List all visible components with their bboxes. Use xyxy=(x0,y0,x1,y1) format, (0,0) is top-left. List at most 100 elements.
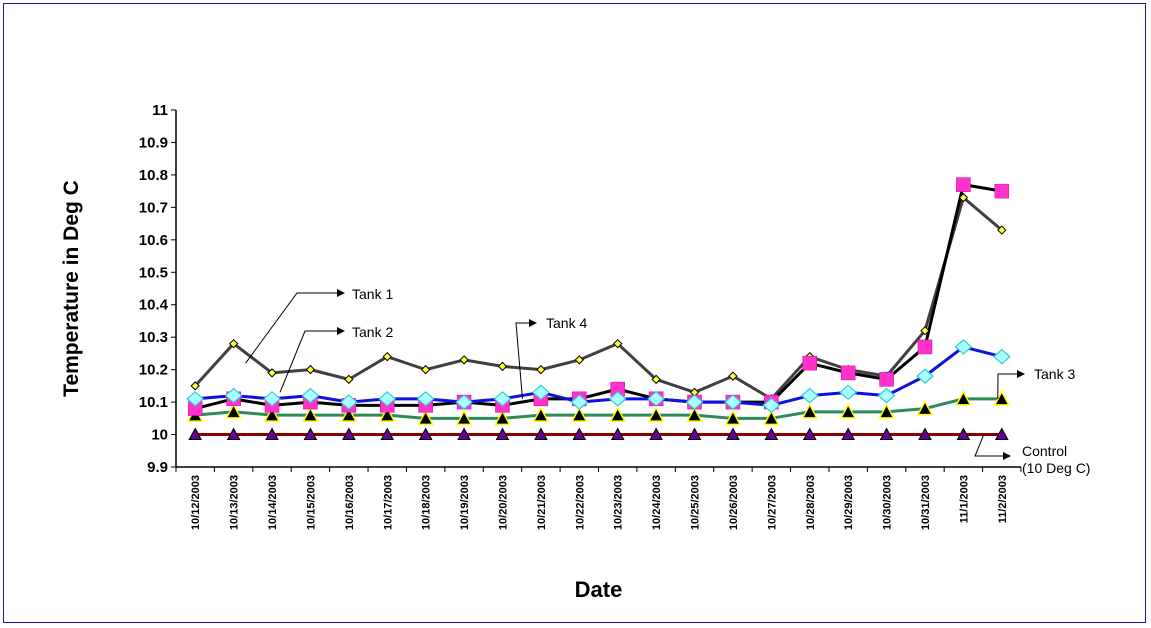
x-tick-label: 10/15/2003 xyxy=(305,475,317,530)
data-point-series-0 xyxy=(228,338,239,349)
data-point-series-0 xyxy=(958,192,969,203)
data-point-series-3 xyxy=(685,394,704,410)
data-point-series-4 xyxy=(649,427,663,441)
data-point-series-0 xyxy=(651,374,661,385)
data-point-series-3 xyxy=(224,387,243,404)
data-point-series-1 xyxy=(840,365,856,381)
data-point-series-4 xyxy=(457,427,471,441)
data-point-series-3 xyxy=(992,348,1011,365)
y-tick-label: 10.2 xyxy=(139,362,168,379)
x-tick-label: 10/31/2003 xyxy=(920,475,932,530)
y-axis-title: Temperature in Deg C xyxy=(60,180,83,397)
x-tick-label: 10/17/2003 xyxy=(382,475,394,530)
x-tick-label: 10/27/2003 xyxy=(766,475,778,530)
data-point-series-4 xyxy=(841,427,856,441)
data-point-series-3 xyxy=(263,391,281,407)
y-tick-label: 10.7 xyxy=(139,199,168,216)
data-point-series-1 xyxy=(994,183,1010,199)
x-tick-label: 10/19/2003 xyxy=(459,475,471,530)
data-point-series-4 xyxy=(265,427,279,441)
y-tick-label: 10.8 xyxy=(139,167,168,184)
x-tick-label: 10/23/2003 xyxy=(613,475,625,530)
data-point-series-2 xyxy=(686,406,703,422)
data-point-series-2 xyxy=(225,403,242,419)
x-tick-label: 10/28/2003 xyxy=(805,475,817,530)
data-point-series-0 xyxy=(382,351,392,362)
y-tick-label: 10.3 xyxy=(139,329,168,346)
y-tick-label: 10.5 xyxy=(139,264,168,281)
y-tick-label: 10.9 xyxy=(139,134,168,151)
data-point-series-3 xyxy=(455,394,473,410)
callout-tank3-leader xyxy=(997,370,1025,399)
data-point-series-1 xyxy=(802,355,817,371)
callout-control-label: (10 Deg C) xyxy=(1022,460,1090,476)
y-tick-label: 11 xyxy=(152,102,168,119)
data-point-series-2 xyxy=(417,409,434,426)
callout-tank4-label: Tank 4 xyxy=(546,315,587,331)
y-tick-label: 10.6 xyxy=(139,232,168,249)
x-tick-label: 10/30/2003 xyxy=(882,475,894,530)
x-tick-label: 11/1/2003 xyxy=(958,475,970,523)
data-point-series-4 xyxy=(918,427,932,441)
y-tick-label: 9.9 xyxy=(147,459,168,476)
data-point-series-3 xyxy=(301,387,320,404)
data-point-series-0 xyxy=(459,355,469,365)
data-point-series-0 xyxy=(536,364,546,375)
data-point-series-4 xyxy=(994,427,1009,441)
x-tick-label: 10/13/2003 xyxy=(229,475,241,530)
data-point-series-3 xyxy=(839,384,858,401)
y-tick-label: 10 xyxy=(151,427,168,444)
data-point-series-4 xyxy=(226,427,241,441)
data-point-series-3 xyxy=(608,391,627,407)
callout-tank3-label: Tank 3 xyxy=(1034,366,1075,382)
x-tick-label: 10/22/2003 xyxy=(574,475,586,530)
data-point-series-3 xyxy=(339,394,358,410)
data-point-series-0 xyxy=(728,371,738,381)
series-line-3 xyxy=(195,345,1003,407)
data-point-series-4 xyxy=(418,427,433,441)
data-point-series-3 xyxy=(416,391,435,407)
data-point-series-1 xyxy=(879,372,894,387)
callout-control-label: Control xyxy=(1022,443,1067,459)
data-point-series-3 xyxy=(877,387,896,404)
data-point-series-0 xyxy=(305,364,316,375)
data-point-series-3 xyxy=(724,394,742,410)
data-point-series-4 xyxy=(879,427,894,441)
y-tick-label: 10.1 xyxy=(139,394,168,411)
data-point-series-4 xyxy=(610,427,625,441)
data-point-series-2 xyxy=(455,409,473,426)
data-point-series-3 xyxy=(493,391,512,407)
data-point-series-2 xyxy=(532,406,550,422)
x-tick-label: 10/25/2003 xyxy=(690,475,702,530)
data-point-series-2 xyxy=(609,406,626,422)
data-point-series-2 xyxy=(955,390,972,406)
data-point-series-2 xyxy=(763,409,780,426)
data-point-series-4 xyxy=(495,427,510,441)
data-point-series-0 xyxy=(267,368,277,378)
data-point-series-0 xyxy=(344,374,354,385)
data-point-series-2 xyxy=(839,403,857,419)
data-point-series-4 xyxy=(687,427,702,441)
data-point-series-2 xyxy=(302,406,319,422)
data-point-series-3 xyxy=(800,387,819,404)
data-point-series-4 xyxy=(956,427,971,441)
data-point-series-0 xyxy=(574,355,585,365)
data-point-series-2 xyxy=(647,406,665,422)
data-point-series-1 xyxy=(917,339,933,355)
data-point-series-4 xyxy=(341,427,356,441)
x-tick-label: 11/2/2003 xyxy=(997,475,1009,523)
x-tick-label: 10/14/2003 xyxy=(267,475,279,530)
data-point-series-2 xyxy=(263,406,281,422)
data-point-series-0 xyxy=(420,364,431,375)
data-point-series-4 xyxy=(802,427,817,441)
data-point-series-4 xyxy=(726,427,740,441)
x-tick-label: 10/24/2003 xyxy=(651,475,663,530)
data-point-series-3 xyxy=(954,339,973,355)
data-point-series-3 xyxy=(647,391,666,407)
data-point-series-4 xyxy=(188,427,203,441)
callout-tank1-leader xyxy=(245,289,345,364)
data-point-series-0 xyxy=(997,225,1007,235)
data-point-series-3 xyxy=(916,368,934,384)
data-point-series-0 xyxy=(612,338,623,349)
